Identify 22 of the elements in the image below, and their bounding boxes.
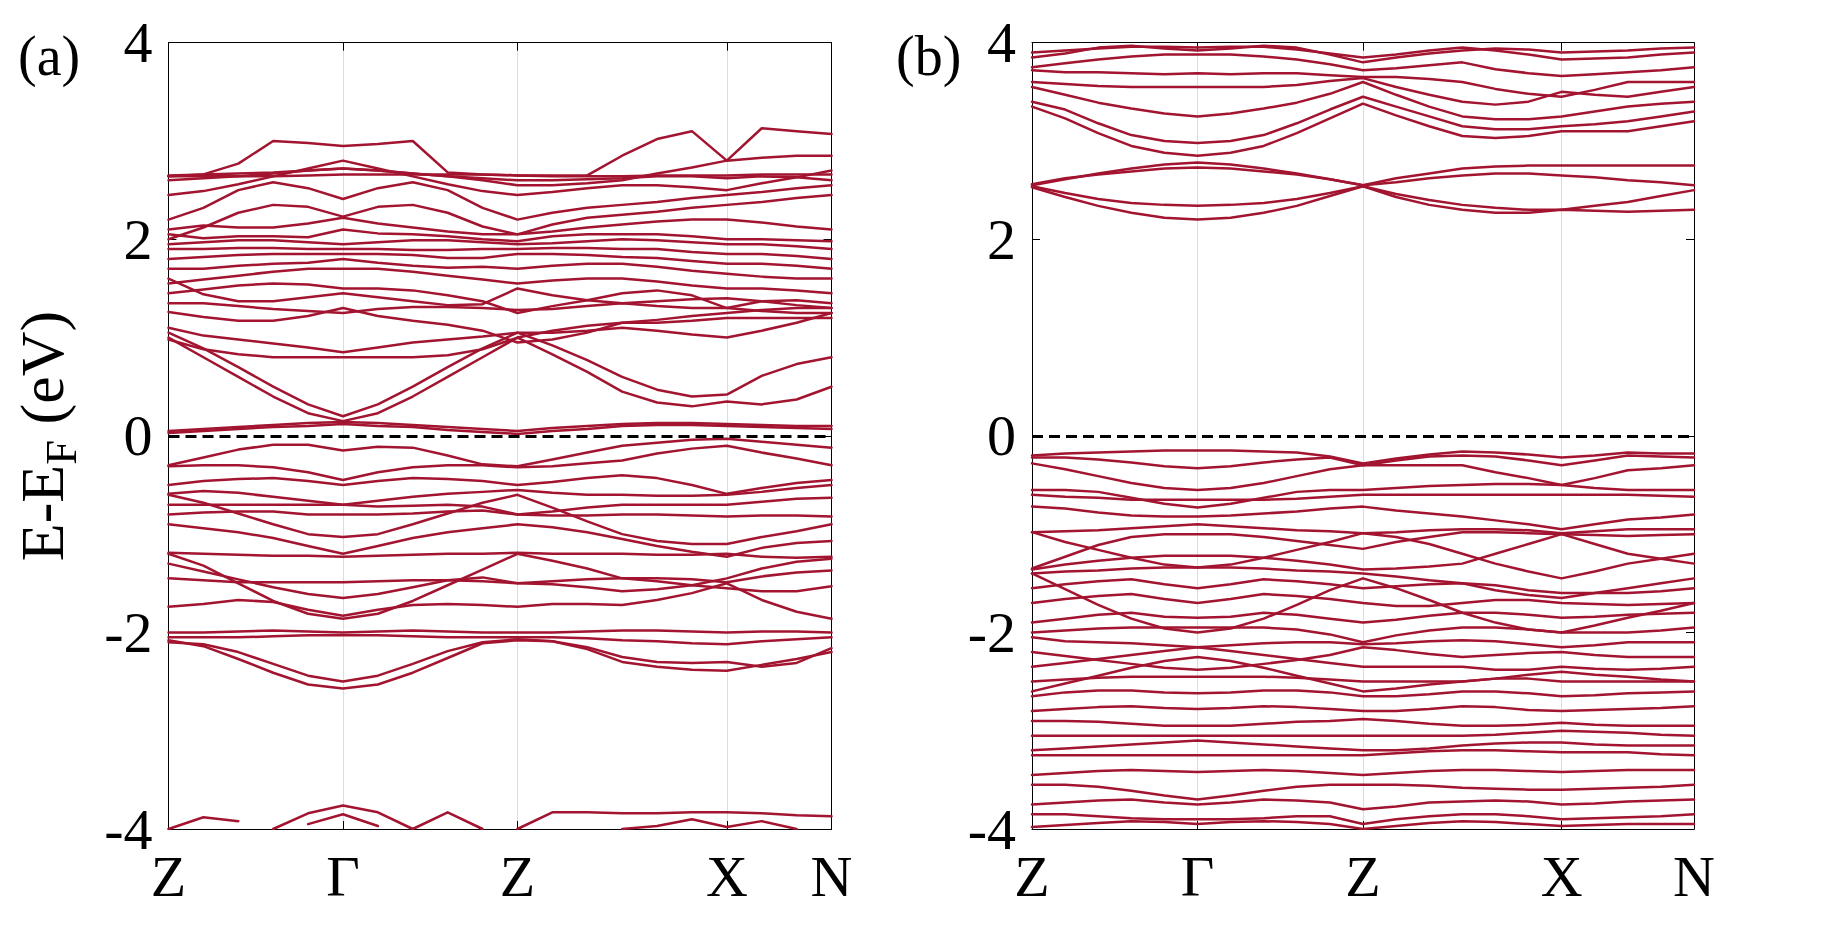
y-tick-label: 0 [123,403,153,469]
y-tick-label: -2 [967,599,1016,665]
text: (a) [18,25,81,88]
x-tick-label: Z [1014,843,1050,909]
x-tick-label: X [1540,843,1583,909]
y-tick-label: 0 [987,403,1016,469]
y-tick-label: 4 [987,10,1016,76]
x-tick-label: N [810,843,853,909]
x-tick-label: Z [150,843,187,909]
y-tick-label: -4 [967,796,1016,862]
y-tick-label: 2 [123,206,153,272]
text: (b) [896,25,962,88]
x-tick-label: Γ [326,843,360,909]
x-tick-label: X [705,843,748,909]
y-tick-label: 2 [987,206,1016,272]
y-tick-label: 4 [123,10,153,76]
x-tick-label: Z [1345,843,1381,909]
y-tick-label: -4 [104,796,153,862]
y-tick-label: -2 [104,599,153,665]
x-tick-label: N [1673,843,1715,909]
x-tick-label: Γ [1180,843,1215,909]
x-tick-label: Z [499,843,536,909]
